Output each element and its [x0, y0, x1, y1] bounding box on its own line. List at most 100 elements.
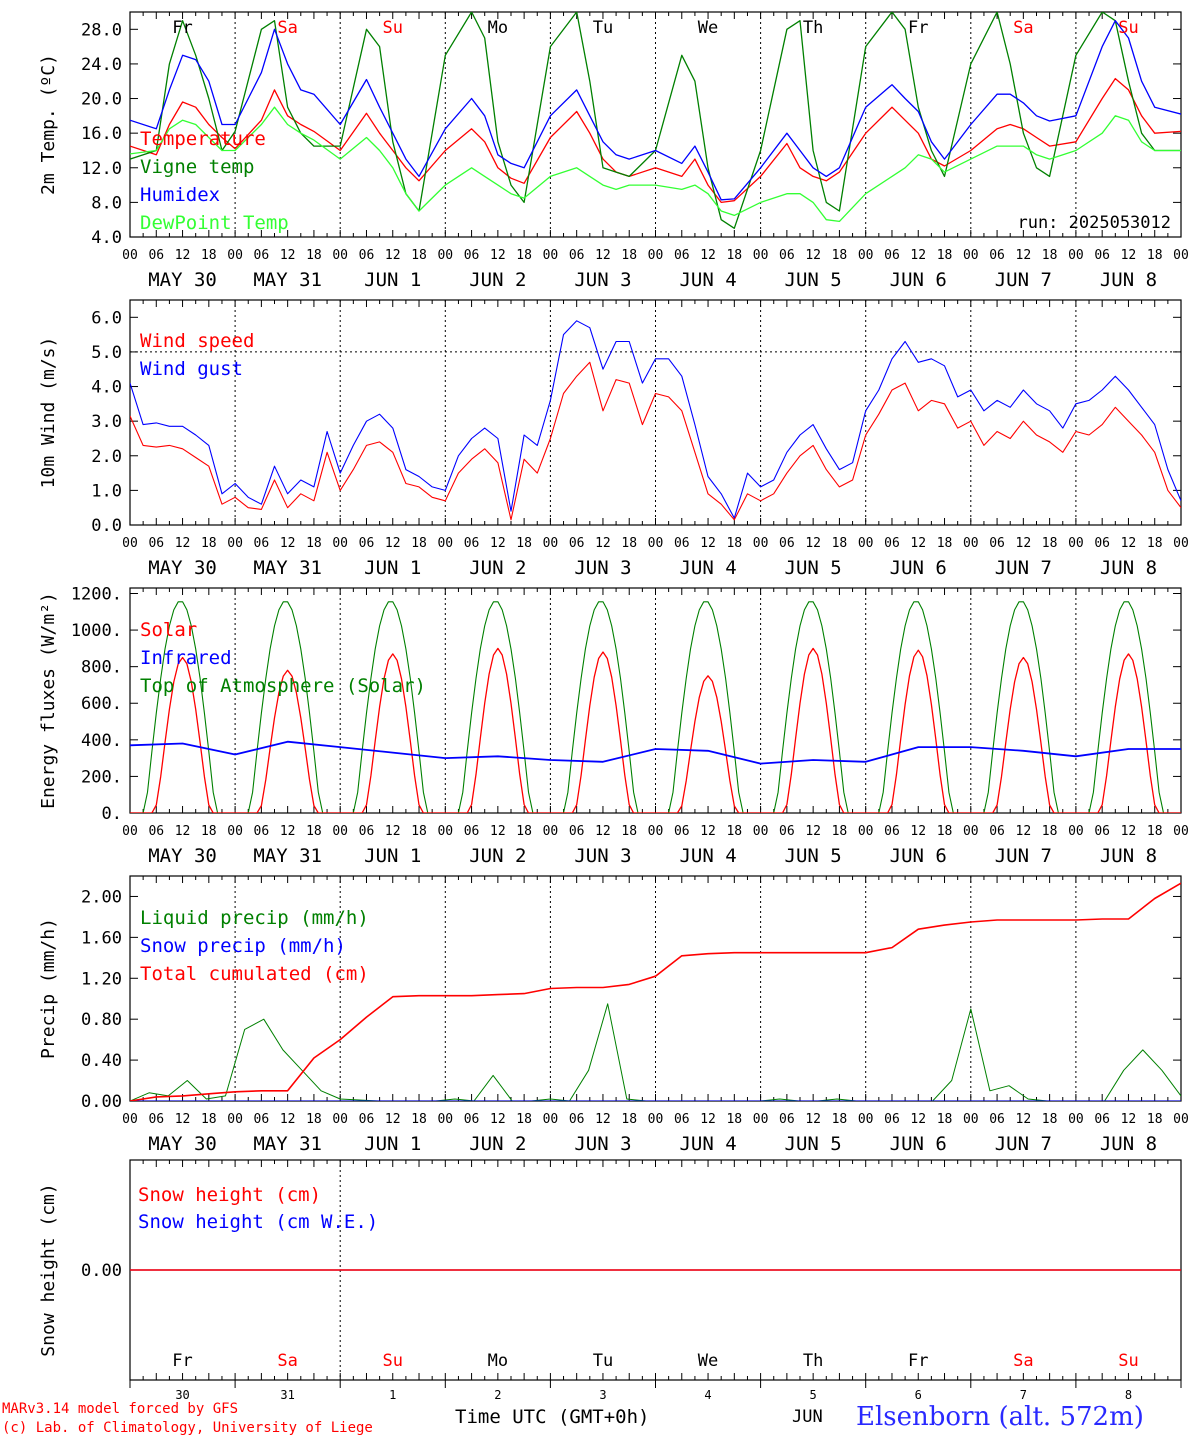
hour-tick-label: 12: [385, 248, 401, 263]
hour-tick-label: 12: [910, 536, 926, 551]
hour-tick-label: 00: [227, 1112, 243, 1127]
hour-tick-label: 06: [254, 1112, 270, 1127]
hour-tick-label: 18: [411, 536, 427, 551]
y-tick-label: 2.00: [81, 887, 122, 907]
day-label: JUN 8: [1100, 1133, 1157, 1155]
y-tick-label: 1.20: [81, 969, 122, 989]
model-credit: MARv3.14 model forced by GFS: [2, 1401, 239, 1417]
series-line: [130, 320, 1181, 519]
hour-tick-label: 12: [1121, 1112, 1137, 1127]
y-tick-label: 1.0: [91, 481, 122, 501]
weekday-label: Th: [803, 18, 823, 38]
legend-entry: Solar: [140, 619, 197, 641]
hour-tick-label: 12: [175, 248, 191, 263]
hour-tick-label: 18: [1042, 824, 1058, 839]
series-line: [130, 106, 1181, 223]
day-label: JUN 1: [364, 1133, 421, 1155]
y-tick-label: 0.80: [81, 1010, 122, 1030]
hour-tick-label: 00: [1068, 536, 1084, 551]
day-label: JUN 1: [364, 557, 421, 579]
hour-tick-label: 00: [1173, 1112, 1189, 1127]
snow-panel: 0.00 Snow height (cm) Snow height (cm) Snow…: [38, 1159, 1182, 1402]
hour-tick-label: 06: [989, 1112, 1005, 1127]
hour-tick-label: 06: [569, 1112, 585, 1127]
hour-tick-label: 18: [621, 1112, 637, 1127]
hour-tick-label: 00: [963, 248, 979, 263]
hour-tick-label: 06: [779, 248, 795, 263]
hour-tick-label: 18: [832, 248, 848, 263]
hour-tick-label: 12: [1016, 248, 1032, 263]
day-label: JUN 2: [469, 845, 526, 867]
hour-tick-label: 18: [937, 248, 953, 263]
hour-tick-label: 18: [306, 248, 322, 263]
hour-tick-label: 00: [227, 824, 243, 839]
hour-tick-label: 00: [753, 1112, 769, 1127]
hour-tick-label: 06: [674, 824, 690, 839]
hour-tick-label: 00: [753, 824, 769, 839]
hour-tick-label: 00: [543, 824, 559, 839]
hour-tick-label: 12: [1121, 824, 1137, 839]
hour-tick-label: 12: [490, 1112, 506, 1127]
day-number: 1: [389, 1388, 396, 1402]
hour-tick-label: 06: [884, 536, 900, 551]
hour-tick-label: 00: [122, 824, 138, 839]
hour-tick-label: 00: [543, 1112, 559, 1127]
hour-tick-label: 00: [1173, 536, 1189, 551]
hour-tick-label: 00: [437, 1112, 453, 1127]
month-label: JUN: [792, 1407, 823, 1427]
hour-tick-label: 00: [122, 536, 138, 551]
day-label: JUN 7: [995, 845, 1052, 867]
hour-tick-label: 18: [726, 536, 742, 551]
hour-tick-label: 18: [621, 248, 637, 263]
hour-tick-label: 12: [595, 1112, 611, 1127]
y-tick-label: 4.0: [91, 378, 122, 398]
hour-tick-label: 18: [1147, 1112, 1163, 1127]
day-label: JUN 7: [995, 269, 1052, 291]
day-label: JUN 8: [1100, 845, 1157, 867]
hour-tick-label: 06: [989, 536, 1005, 551]
cumulated-line: [130, 882, 1181, 1101]
hour-tick-label: 18: [726, 824, 742, 839]
hour-tick-label: 18: [201, 1112, 217, 1127]
day-label: MAY 31: [253, 557, 322, 579]
hour-tick-label: 00: [543, 248, 559, 263]
legend-entry: Humidex: [140, 184, 220, 206]
infrared-line: [130, 740, 1181, 765]
legend-entry: DewPoint Temp: [140, 212, 289, 234]
hour-tick-label: 18: [516, 824, 532, 839]
hour-tick-label: 12: [910, 824, 926, 839]
hour-tick-label: 12: [1121, 536, 1137, 551]
hour-tick-label: 06: [884, 248, 900, 263]
hour-tick-label: 00: [437, 536, 453, 551]
hour-tick-label: 18: [726, 1112, 742, 1127]
day-number: 30: [175, 1388, 189, 1402]
day-label: JUN 8: [1100, 557, 1157, 579]
weekday-label: Su: [383, 18, 403, 38]
legend-entry: Total cumulated (cm): [140, 963, 369, 985]
hour-tick-label: 06: [254, 248, 270, 263]
hour-tick-label: 18: [621, 536, 637, 551]
hour-tick-label: 00: [332, 536, 348, 551]
day-label: JUN 3: [574, 269, 631, 291]
hour-tick-label: 00: [1068, 824, 1084, 839]
day-label: MAY 31: [253, 845, 322, 867]
hour-tick-label: 00: [648, 248, 664, 263]
day-label: JUN 6: [890, 557, 947, 579]
y-tick-label: 1200.: [71, 584, 122, 604]
hour-tick-label: 12: [595, 536, 611, 551]
hour-tick-label: 06: [674, 536, 690, 551]
hour-tick-label: 06: [1094, 536, 1110, 551]
day-number: 2: [494, 1388, 501, 1402]
run-label: run: 2025053012: [1017, 213, 1171, 233]
hour-tick-label: 00: [753, 248, 769, 263]
hour-tick-label: 12: [490, 248, 506, 263]
hour-tick-label: 18: [516, 1112, 532, 1127]
y-tick-label: 800.: [81, 658, 122, 678]
y-tick-label: 1000.: [71, 621, 122, 641]
hour-tick-label: 06: [884, 824, 900, 839]
hour-tick-label: 06: [148, 536, 164, 551]
hour-tick-label: 18: [201, 248, 217, 263]
hour-tick-label: 12: [805, 248, 821, 263]
y-axis-label: 10m Wind (m/s): [38, 337, 59, 489]
hour-tick-label: 06: [464, 824, 480, 839]
